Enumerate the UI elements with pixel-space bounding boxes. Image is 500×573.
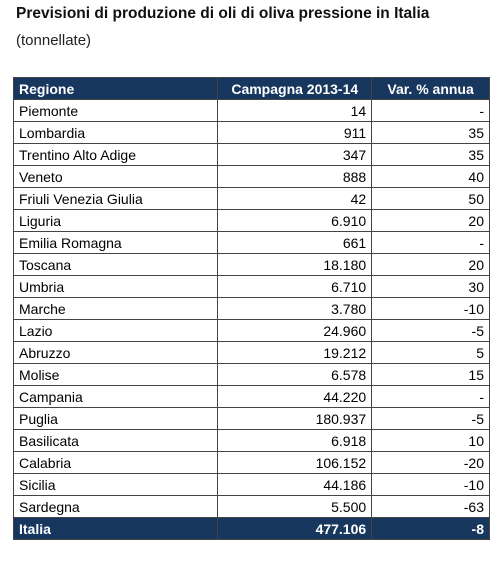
- cell: 6.918: [217, 429, 373, 452]
- cell: 44.220: [217, 385, 373, 408]
- cell: 20: [371, 253, 490, 276]
- cell: Calabria: [12, 451, 219, 474]
- column-header: Campagna 2013-14: [217, 77, 373, 100]
- cell: Lazio: [12, 319, 219, 342]
- cell: 3.780: [217, 297, 373, 320]
- cell: 5.500: [217, 495, 373, 518]
- cell: 50: [371, 187, 490, 210]
- row: Piemonte 14-: [12, 99, 490, 122]
- row: Umbria 6.710 30: [12, 275, 490, 298]
- cell: Veneto: [12, 165, 219, 188]
- cell: 19.212: [217, 341, 373, 364]
- row: Lazio 24.960 -5: [12, 319, 490, 342]
- cell: 35: [371, 121, 490, 144]
- table: Regione Campagna 2013-14 Var. % annua Piem…: [12, 77, 490, 540]
- cell: 44.186: [217, 473, 373, 496]
- column-header: Var. % annua: [371, 77, 490, 100]
- cell: 14: [217, 99, 373, 122]
- cell: Puglia: [12, 407, 219, 430]
- cell: 42: [217, 187, 373, 210]
- cell: Molise: [12, 363, 219, 386]
- cell: 911: [217, 121, 373, 144]
- cell: 6.710: [217, 275, 373, 298]
- cell: -5: [371, 319, 490, 342]
- cell: 661: [217, 231, 373, 254]
- subtitle: (tonnellate): [16, 32, 92, 49]
- total-row: Italia 477.106 -8: [12, 517, 490, 540]
- cell: 10: [371, 429, 490, 452]
- cell: Trentino Alto Adige: [12, 143, 219, 166]
- cell: 6.910: [217, 209, 373, 232]
- cell: 180.937: [217, 407, 373, 430]
- row: Sardegna 5.500 -63: [12, 495, 490, 518]
- cell: Lombardia: [12, 121, 219, 144]
- cell: 30: [371, 275, 490, 298]
- cell: 477.106: [217, 517, 373, 540]
- header-row: Regione Campagna 2013-14 Var. % annua: [12, 77, 490, 100]
- cell: Sicilia: [12, 473, 219, 496]
- cell: Liguria: [12, 209, 219, 232]
- row: Trentino Alto Adige 347 35: [12, 143, 490, 166]
- cell: 40: [371, 165, 490, 188]
- row: Sicilia 44.186 -10: [12, 473, 490, 496]
- cell: -63: [371, 495, 490, 518]
- row: Molise 6.578 15: [12, 363, 490, 386]
- cell: 106.152: [217, 451, 373, 474]
- row: Marche 3.780 -10: [12, 297, 490, 320]
- row: Friuli Venezia Giulia 42 50: [12, 187, 490, 210]
- cell: Friuli Venezia Giulia: [12, 187, 219, 210]
- row: Basilicata 6.918 10: [12, 429, 490, 452]
- row: Calabria 106.152 -20: [12, 451, 490, 474]
- row: Abruzzo 19.212 5: [12, 341, 490, 364]
- cell: 347: [217, 143, 373, 166]
- cell: Campania: [12, 385, 219, 408]
- cell: 24.960: [217, 319, 373, 342]
- cell: 5: [371, 341, 490, 364]
- cell: 15: [371, 363, 490, 386]
- cell: -10: [371, 297, 490, 320]
- cell: 20: [371, 209, 490, 232]
- row: Toscana 18.180 20: [12, 253, 490, 276]
- cell: -: [371, 385, 490, 408]
- cell: -5: [371, 407, 490, 430]
- cell: 888: [217, 165, 373, 188]
- cell: Marche: [12, 297, 219, 320]
- cell: -8: [371, 517, 490, 540]
- title: Previsioni di produzione di oli di oliva…: [16, 5, 430, 22]
- row: Campania 44.220-: [12, 385, 490, 408]
- column-header: Regione: [12, 77, 219, 100]
- cell: Abruzzo: [12, 341, 219, 364]
- cell: 18.180: [217, 253, 373, 276]
- row: Liguria 6.910 20: [12, 209, 490, 232]
- cell: -10: [371, 473, 490, 496]
- cell: Sardegna: [12, 495, 219, 518]
- row: Veneto 888 40: [12, 165, 490, 188]
- cell: Umbria: [12, 275, 219, 298]
- row: Lombardia 911 35: [12, 121, 490, 144]
- row: Puglia 180.937 -5: [12, 407, 490, 430]
- cell: Italia: [12, 517, 219, 540]
- cell: 6.578: [217, 363, 373, 386]
- cell: Basilicata: [12, 429, 219, 452]
- cell: -: [371, 231, 490, 254]
- cell: Toscana: [12, 253, 219, 276]
- row: Emilia Romagna 661-: [12, 231, 490, 254]
- cell: -: [371, 99, 490, 122]
- cell: -20: [371, 451, 490, 474]
- cell: 35: [371, 143, 490, 166]
- cell: Emilia Romagna: [12, 231, 219, 254]
- cell: Piemonte: [12, 99, 219, 122]
